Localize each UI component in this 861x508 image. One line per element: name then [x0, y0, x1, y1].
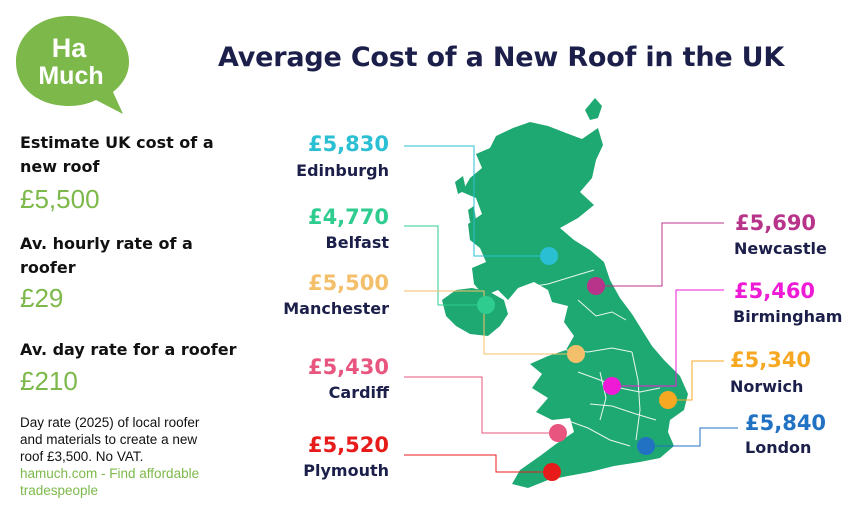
cost-label-1: Estimate UK cost of a [20, 133, 214, 152]
price-belfast: £4,770 [307, 205, 389, 229]
note-line-2: and materials to create a new [20, 432, 198, 447]
leader-lines [404, 145, 738, 473]
island-west-1 [455, 176, 466, 194]
site-link-1[interactable]: hamuch.com - Find affordable [20, 466, 200, 481]
city-plymouth: Plymouth [303, 461, 389, 480]
marker-belfast [477, 296, 495, 314]
price-plymouth: £5,520 [307, 433, 389, 457]
city-cardiff: Cardiff [328, 383, 389, 402]
price-cardiff: £5,430 [307, 355, 389, 379]
hourly-value: £29 [20, 283, 64, 313]
price-london: £5,840 [745, 411, 827, 435]
svg-text:Much: Much [38, 62, 103, 90]
day-label: Av. day rate for a roofer [20, 340, 237, 359]
day-value: £210 [20, 366, 78, 396]
city-newcastle: Newcastle [734, 239, 827, 258]
marker-norwich [659, 391, 677, 409]
svg-text:Ha: Ha [52, 33, 87, 63]
island-north [585, 98, 602, 120]
price-manchester: £5,500 [307, 271, 389, 295]
marker-edinburgh [540, 247, 558, 265]
city-london: London [745, 438, 812, 457]
hourly-label-1: Av. hourly rate of a [20, 234, 193, 253]
hourly-label-2: roofer [20, 258, 76, 277]
city-norwich: Norwich [730, 377, 804, 396]
cost-label-2: new roof [20, 157, 100, 176]
city-manchester: Manchester [283, 299, 389, 318]
city-birmingham: Birmingham [733, 307, 843, 326]
marker-manchester [567, 345, 585, 363]
page-title: Average Cost of a New Roof in the UK [218, 42, 785, 73]
note-line-1: Day rate (2025) of local roofer [20, 415, 200, 430]
site-link-2[interactable]: tradespeople [20, 483, 99, 498]
marker-birmingham [603, 377, 621, 395]
great-britain-shape [462, 122, 688, 488]
marker-plymouth [543, 463, 561, 481]
city-edinburgh: Edinburgh [296, 161, 389, 180]
marker-london [637, 437, 655, 455]
price-newcastle: £5,690 [735, 211, 817, 235]
price-birmingham: £5,460 [734, 279, 816, 303]
marker-newcastle [587, 277, 605, 295]
city-belfast: Belfast [325, 233, 389, 252]
note-line-3: roof £3,500. No VAT. [20, 449, 144, 464]
cost-value: £5,500 [20, 184, 100, 214]
hamuch-logo: Ha Much [13, 12, 135, 118]
marker-cardiff [549, 424, 567, 442]
northern-ireland-shape [442, 288, 508, 336]
island-west-2 [468, 206, 476, 222]
price-edinburgh: £5,830 [307, 132, 389, 156]
price-norwich: £5,340 [730, 348, 812, 372]
